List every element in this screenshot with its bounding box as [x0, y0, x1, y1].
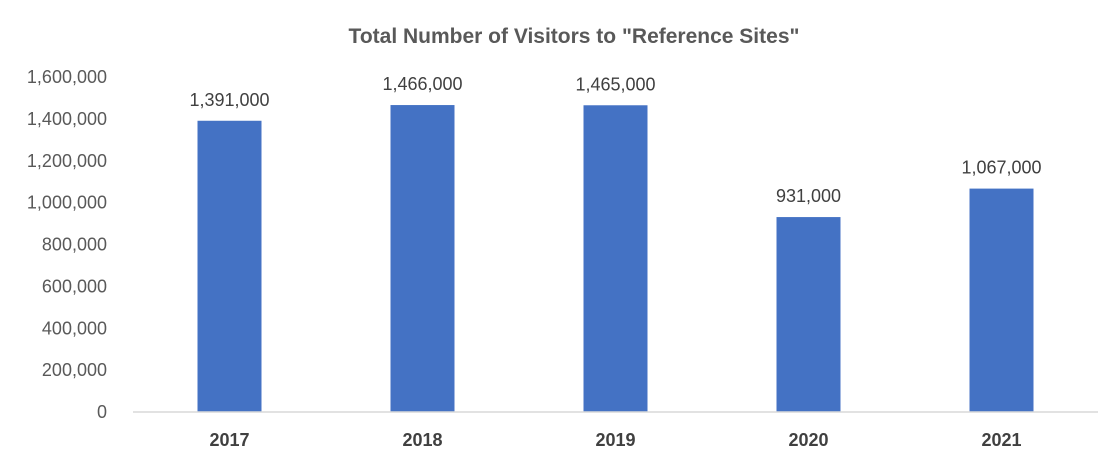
- x-tick-label-2019: 2019: [595, 430, 635, 450]
- data-label-2019: 1,465,000: [575, 74, 655, 94]
- data-label-2020: 931,000: [776, 186, 841, 206]
- data-label-2021: 1,067,000: [961, 158, 1041, 178]
- data-labels-group: 1,391,000 1,466,000 1,465,000 931,000 1,067,…: [189, 74, 1041, 206]
- x-tick-label-2021: 2021: [981, 430, 1021, 450]
- data-label-2018: 1,466,000: [382, 74, 462, 94]
- y-tick-label: 0: [97, 402, 107, 422]
- data-label-2017: 1,391,000: [189, 90, 269, 110]
- bar-2017: [197, 120, 262, 413]
- bars-group: [197, 105, 1034, 413]
- y-tick-label: 600,000: [42, 276, 107, 296]
- y-tick-label: 1,000,000: [27, 193, 107, 213]
- y-tick-label: 1,200,000: [27, 151, 107, 171]
- bar-2019: [583, 105, 648, 412]
- bar-2018: [390, 105, 455, 413]
- bar-2021: [969, 188, 1034, 412]
- chart-title: Total Number of Visitors to "Reference S…: [349, 25, 800, 48]
- x-tick-label-2017: 2017: [209, 430, 249, 450]
- bar-2020: [776, 217, 841, 412]
- y-tick-label: 1,400,000: [27, 109, 107, 129]
- y-tick-label: 800,000: [42, 235, 107, 255]
- x-tick-label-2018: 2018: [402, 430, 442, 450]
- y-tick-label: 400,000: [42, 318, 107, 338]
- y-tick-label: 200,000: [42, 360, 107, 380]
- x-tick-label-2020: 2020: [788, 430, 828, 450]
- y-tick-label: 1,600,000: [27, 67, 107, 87]
- x-axis-tick-labels: 2017 2018 2019 2020 2021: [209, 430, 1021, 450]
- y-axis-tick-labels: 0 200,000 400,000 600,000 800,000 1,000,000 1,…: [27, 67, 107, 422]
